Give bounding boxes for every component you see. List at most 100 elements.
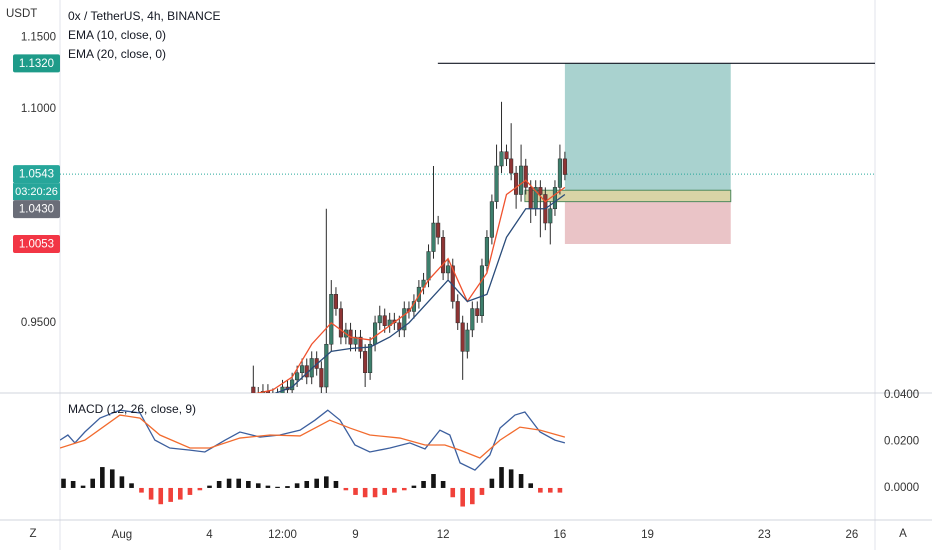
histogram-bar [324, 476, 329, 488]
candle-body [333, 294, 338, 309]
candle-body [519, 165, 524, 195]
candle-body [509, 158, 514, 174]
candle-body [295, 372, 300, 381]
histogram-bar [440, 480, 446, 488]
histogram-bar [129, 483, 134, 488]
x-tick-label: 16 [554, 529, 567, 541]
histogram-bar [382, 487, 388, 495]
histogram-bar [119, 476, 125, 488]
histogram-bar [265, 485, 271, 488]
histogram-bar [168, 487, 173, 502]
legend-entry: EMA (20, close, 0) [68, 47, 166, 61]
candle-body [465, 329, 470, 352]
histogram-bar [518, 474, 524, 488]
candle-body [538, 187, 543, 195]
candle-body [523, 165, 528, 188]
histogram-bar [100, 467, 105, 488]
histogram-bar [90, 478, 96, 488]
candle-body [504, 151, 509, 160]
histogram-bar [333, 480, 339, 488]
y2-tick-label: 0.0400 [884, 389, 919, 401]
candle-body [528, 187, 533, 210]
zoom-button[interactable]: Z [29, 528, 36, 540]
x-tick-label: Aug [112, 529, 132, 541]
candle-body [489, 201, 494, 238]
symbol-title: 0x / TetherUS, 4h, BINANCE [68, 9, 221, 23]
histogram-bar [70, 480, 76, 488]
histogram-bar [158, 487, 164, 505]
auto-scale-button[interactable]: A [899, 528, 907, 540]
candle-body [460, 322, 465, 352]
candle-body [446, 265, 451, 274]
candle-body [484, 237, 489, 267]
candle-body [338, 308, 343, 338]
candle-body [373, 322, 378, 345]
histogram-bar [538, 487, 543, 493]
x-tick-label: 23 [758, 529, 771, 541]
candle-body [265, 391, 270, 393]
histogram-bar [61, 478, 66, 488]
histogram-bar [226, 478, 232, 488]
candle-body [494, 165, 499, 202]
candle-body [280, 386, 285, 393]
histogram-bar [139, 487, 144, 493]
y2-tick-label: 0.0000 [884, 482, 919, 494]
y-tick-label: 0.9500 [21, 317, 56, 329]
macd-line [60, 409, 566, 471]
histogram-bar [392, 487, 397, 493]
candle-body [475, 308, 480, 316]
candle-body [499, 151, 504, 167]
x-tick-label: 12:00 [268, 529, 297, 541]
candle-body [300, 365, 305, 374]
histogram-bar [401, 487, 407, 491]
macd-title: MACD (12, 26, close, 9) [68, 402, 196, 416]
candle-body [329, 294, 334, 345]
histogram-bar [80, 485, 86, 488]
candle-body [514, 172, 519, 195]
histogram-bar [343, 487, 349, 491]
y2-tick-label: 0.0200 [884, 436, 919, 448]
histogram-bar [255, 483, 261, 488]
histogram-bar [236, 478, 242, 488]
candle-body [431, 222, 436, 252]
histogram-bar [421, 480, 426, 488]
histogram-bar [470, 487, 475, 505]
histogram-bar [489, 478, 495, 488]
candle-body [353, 336, 358, 345]
candle-body [562, 158, 567, 175]
y-tick-label: 1.1500 [21, 32, 56, 44]
ema-line [255, 179, 566, 393]
candle-body [377, 315, 382, 324]
candle-body [436, 222, 441, 238]
countdown-bg [13, 183, 60, 201]
price-label: 1.0543 [19, 169, 54, 181]
histogram-bar [508, 469, 514, 488]
y-tick-label: 1.1000 [21, 103, 56, 115]
candle-body [290, 379, 295, 391]
price-label-bg [13, 234, 60, 253]
histogram-bar [207, 485, 212, 488]
macd-pane [60, 409, 566, 507]
histogram-bar [460, 487, 465, 507]
x-tick-label: 9 [352, 529, 358, 541]
candle-body [256, 394, 260, 397]
candle-body [368, 343, 373, 374]
ema-line [274, 193, 566, 393]
price-label-bg [13, 54, 60, 73]
candle-body [251, 386, 256, 393]
histogram-bar [178, 487, 183, 500]
histogram-bar [450, 487, 456, 498]
histogram-bar [197, 487, 203, 491]
candle-body [363, 351, 368, 374]
histogram-bar [431, 474, 436, 488]
histogram-bar [411, 485, 417, 488]
histogram-bar [285, 486, 290, 488]
candle-body [382, 315, 387, 326]
histogram-bar [109, 469, 115, 488]
histogram-bar [216, 480, 222, 488]
candle-body [276, 396, 280, 399]
candle-body [548, 208, 553, 224]
histogram-bar [275, 486, 280, 488]
histogram-bar [547, 487, 553, 493]
